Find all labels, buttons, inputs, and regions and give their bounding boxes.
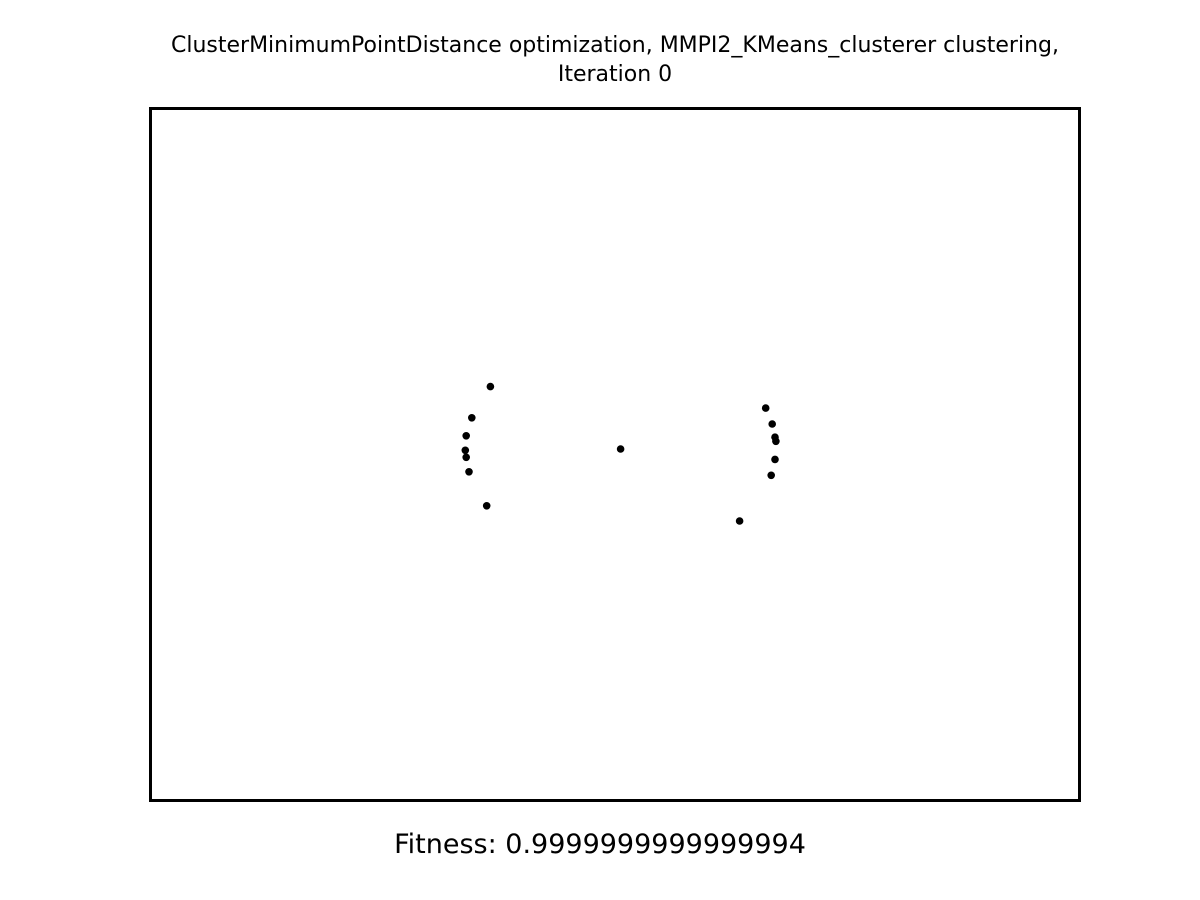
points-layer: [461, 382, 780, 525]
data-point-3: [461, 446, 470, 455]
data-point-14: [735, 517, 744, 525]
data-point-6: [482, 502, 491, 510]
fitness-caption: Fitness: 0.9999999999999994: [394, 829, 806, 860]
chart-title-line-1: ClusterMinimumPointDistance optimization…: [170, 33, 1059, 58]
data-point-4: [462, 453, 471, 462]
data-point-12: [771, 455, 779, 464]
chart-title-line-2: Iteration 0: [557, 62, 673, 87]
data-point-9: [768, 420, 776, 428]
data-point-8: [761, 404, 770, 412]
data-point-5: [465, 468, 473, 476]
data-point-1: [468, 414, 476, 422]
data-point-13: [767, 471, 775, 480]
data-point-2: [462, 432, 471, 440]
data-point-7: [616, 445, 625, 453]
plot-frame: [149, 107, 1081, 802]
data-point-11: [772, 437, 780, 446]
data-point-0: [486, 382, 495, 391]
